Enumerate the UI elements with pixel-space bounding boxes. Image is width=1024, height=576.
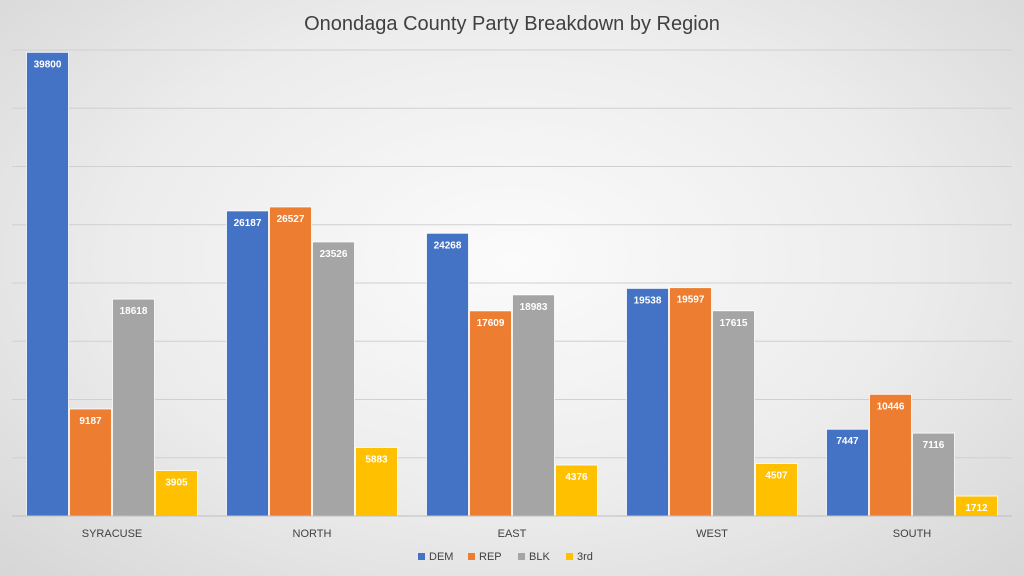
bar-rep-south — [869, 393, 912, 517]
bar-dem-north — [226, 210, 269, 517]
legend-swatch-3rd — [566, 553, 573, 560]
x-tick-label: WEST — [696, 528, 728, 540]
bar-blk-south — [912, 432, 955, 517]
data-label: 26187 — [234, 218, 262, 229]
legend-label-3rd: 3rd — [577, 551, 593, 563]
legend-swatch-blk — [518, 553, 525, 560]
bar-rep-north — [269, 206, 312, 517]
x-tick-label: NORTH — [293, 528, 332, 540]
bar-dem-south — [826, 428, 869, 517]
data-label: 39800 — [34, 59, 62, 70]
bar-3rd-west — [755, 463, 798, 517]
data-label: 18983 — [520, 302, 548, 313]
legend-swatch-rep — [468, 553, 475, 560]
bar-3rd-syracuse — [155, 470, 198, 517]
legend-label-blk: BLK — [529, 551, 550, 563]
legend-label-rep: REP — [479, 551, 502, 563]
data-label: 19597 — [677, 295, 705, 306]
data-label: 4376 — [565, 472, 588, 483]
data-label: 4507 — [765, 470, 788, 481]
data-label: 24268 — [434, 240, 462, 251]
x-tick-label: SYRACUSE — [82, 528, 143, 540]
data-label: 7116 — [923, 440, 945, 451]
bar-3rd-east — [555, 464, 598, 517]
bar-rep-east — [469, 310, 512, 517]
legend: DEM REP BLK 3rd — [418, 551, 593, 563]
bar-blk-syracuse — [112, 298, 155, 517]
x-axis-tick-labels: SYRACUSE NORTH EAST WEST SOUTH — [82, 528, 932, 540]
legend-swatch-dem — [418, 553, 425, 560]
bars — [26, 51, 998, 517]
x-tick-label: SOUTH — [893, 528, 932, 540]
bar-3rd-north — [355, 447, 398, 517]
data-label: 1712 — [965, 503, 988, 514]
legend-label-dem: DEM — [429, 551, 453, 563]
data-label: 5883 — [365, 454, 388, 465]
gridlines — [12, 49, 1012, 459]
bar-rep-west — [669, 287, 712, 517]
bar-blk-west — [712, 310, 755, 517]
x-tick-label: EAST — [498, 528, 527, 540]
chart-title: Onondaga County Party Breakdown by Regio… — [304, 13, 720, 35]
bar-rep-syracuse — [69, 408, 112, 517]
bar-dem-west — [626, 287, 669, 517]
data-label: 23526 — [320, 249, 348, 260]
bar-blk-east — [512, 294, 555, 517]
data-labels: 39800 9187 18618 3905 26187 26527 23526 5883 242… — [34, 59, 988, 514]
data-label: 19538 — [634, 295, 662, 306]
data-label: 26527 — [277, 214, 305, 225]
bar-blk-north — [312, 241, 355, 517]
data-label: 18618 — [120, 306, 148, 317]
bar-dem-syracuse — [26, 51, 69, 517]
data-label: 9187 — [79, 416, 102, 427]
data-label: 3905 — [165, 478, 188, 489]
data-label: 17615 — [720, 318, 748, 329]
data-label: 7447 — [836, 436, 859, 447]
data-label: 17609 — [477, 318, 505, 329]
data-label: 10446 — [877, 401, 905, 412]
bar-dem-east — [426, 232, 469, 517]
